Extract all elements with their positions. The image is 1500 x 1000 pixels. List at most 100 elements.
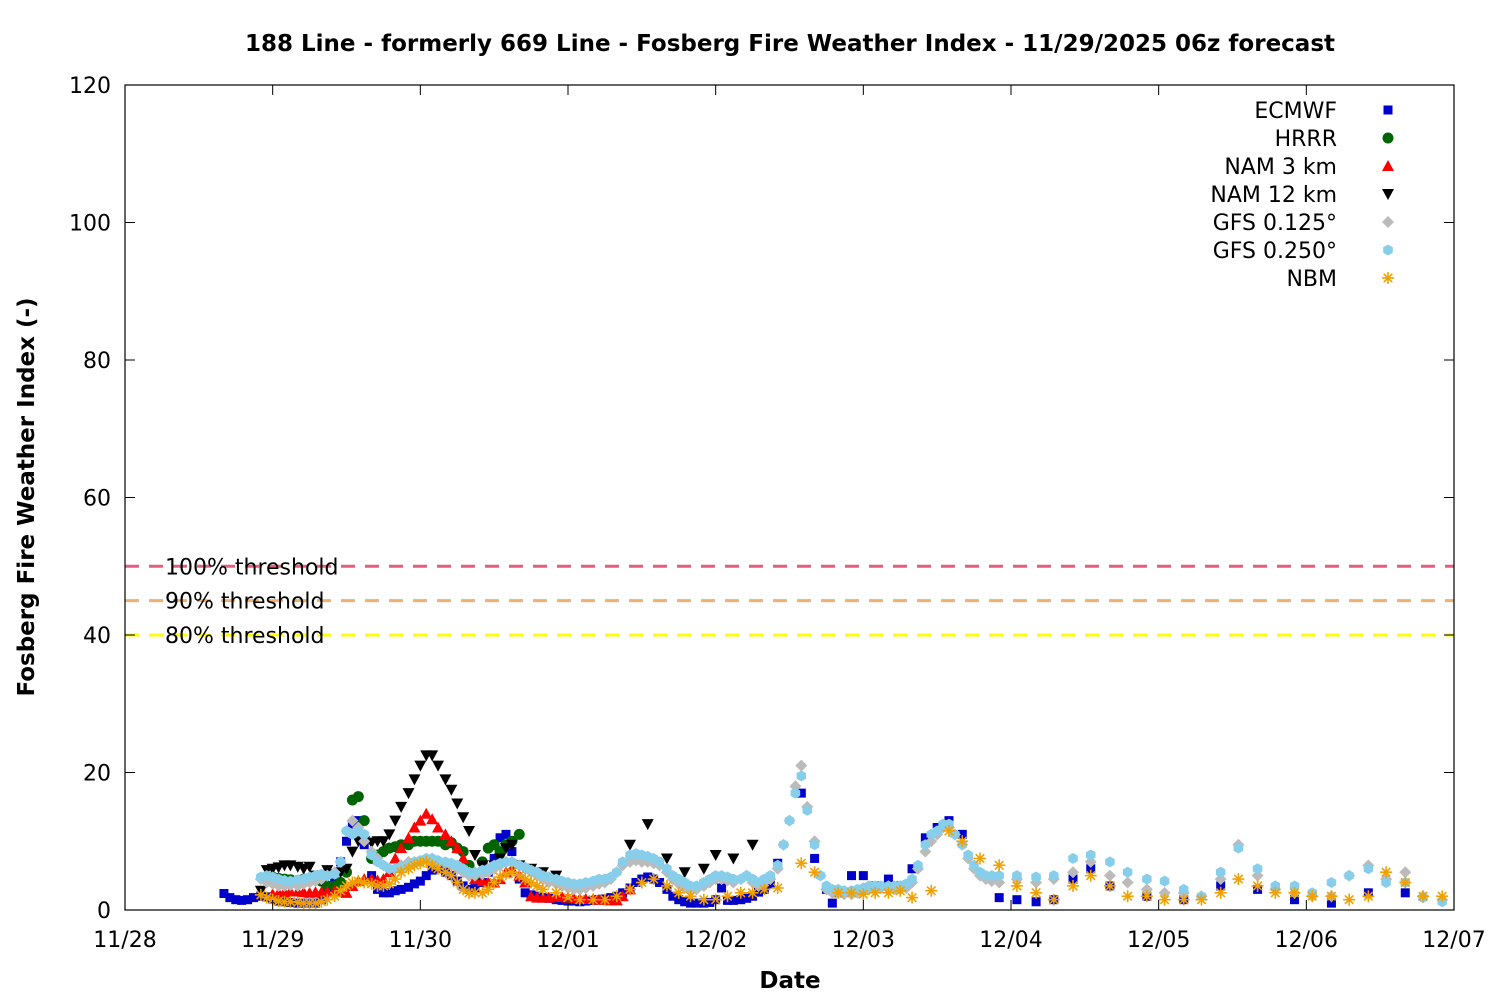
data-point-gfs-0-250	[987, 870, 997, 882]
data-point-ecmwf	[1068, 874, 1078, 884]
data-point-ecmwf	[742, 893, 752, 903]
data-point-nam-12-km	[377, 836, 390, 848]
data-point-nbm	[734, 886, 747, 899]
threshold-lines: 100% threshold 90% threshold 80% threshold	[125, 555, 1454, 649]
data-point-ecmwf	[691, 898, 701, 908]
data-point-nbm	[771, 882, 784, 894]
x-tick-label: 12/06	[1275, 928, 1338, 953]
data-point-nam-3-km	[420, 807, 433, 819]
data-point-hrrr	[513, 828, 525, 840]
data-point-gfs-0-125	[789, 780, 802, 793]
data-point-ecmwf	[237, 895, 247, 905]
data-point-nbm	[573, 893, 586, 906]
data-point-ecmwf	[243, 895, 253, 905]
data-point-gfs-0-250	[944, 818, 954, 830]
data-point-nbm	[1195, 893, 1208, 906]
data-point-nam-12-km	[432, 760, 445, 772]
data-point-nbm	[389, 873, 402, 886]
data-point-nam-12-km	[451, 798, 464, 810]
data-point-nbm	[610, 890, 623, 903]
y-tick-label: 0	[97, 899, 111, 924]
data-point-nbm	[1177, 893, 1190, 906]
data-point-nam-3-km	[439, 828, 452, 840]
x-tick-label: 12/05	[1127, 928, 1190, 953]
data-point-nbm	[635, 876, 648, 889]
data-point-nbm	[562, 891, 574, 904]
data-point-nbm	[1399, 876, 1412, 889]
data-point-gfs-0-250	[1049, 870, 1059, 882]
legend: ECMWF HRRR NAM 3 km NAM 12 km GFS 0.125° GFS …	[1210, 99, 1394, 292]
data-point-hrrr	[352, 791, 364, 803]
x-tick-label: 12/07	[1422, 928, 1485, 953]
data-point-gfs-0-250	[907, 873, 917, 885]
data-point-gfs-0-125	[1121, 876, 1134, 889]
data-point-gfs-0-250	[772, 859, 783, 871]
data-point-nbm	[721, 890, 734, 903]
data-point-ecmwf	[1086, 864, 1096, 874]
legend-marker	[1383, 105, 1393, 115]
data-point-ecmwf	[655, 878, 665, 887]
series-nbm	[254, 824, 1449, 910]
data-point-nam-12-km	[697, 863, 710, 875]
data-point-nam-12-km	[340, 863, 353, 875]
threshold-label: 100% threshold	[165, 555, 339, 580]
data-point-nbm	[1325, 890, 1338, 903]
data-point-gfs-0-250	[1142, 873, 1152, 885]
data-point-nbm	[1251, 879, 1264, 892]
data-point-nbm	[1436, 890, 1449, 903]
data-point-nbm	[973, 852, 986, 865]
data-point-gfs-0-250	[544, 871, 554, 883]
data-point-gfs-0-250	[1068, 852, 1078, 864]
data-point-ecmwf	[994, 893, 1004, 903]
data-point-nam-3-km	[414, 814, 427, 826]
data-point-nam-12-km	[408, 774, 421, 786]
data-point-nbm	[1010, 879, 1023, 892]
data-point-nbm	[758, 883, 771, 896]
data-point-gfs-0-125	[795, 759, 808, 772]
data-point-ecmwf	[378, 888, 388, 898]
data-point-ecmwf	[668, 891, 678, 901]
chart-title: 188 Line - formerly 669 Line - Fosberg F…	[245, 31, 1335, 57]
x-tick-label: 11/28	[93, 928, 156, 953]
legend-marker	[1383, 244, 1393, 256]
data-point-gfs-0-125	[1084, 855, 1097, 868]
data-point-ecmwf	[674, 895, 684, 905]
data-point-ecmwf	[409, 879, 419, 889]
legend-marker	[1382, 160, 1394, 171]
x-axis-label: Date	[759, 968, 820, 994]
data-point-nam-12-km	[624, 839, 637, 851]
data-point-gfs-0-250	[617, 856, 628, 868]
data-point-gfs-0-250	[654, 856, 665, 868]
data-point-nbm	[1121, 890, 1134, 903]
data-point-nbm	[697, 893, 710, 906]
data-point-gfs-0-250	[784, 815, 795, 827]
data-point-nbm	[647, 873, 660, 886]
data-point-nbm	[808, 866, 821, 879]
data-point-nam-3-km	[340, 886, 353, 898]
data-point-gfs-0-250	[322, 870, 333, 882]
data-point-ecmwf	[717, 883, 727, 893]
data-point-nbm	[1047, 893, 1060, 906]
data-point-gfs-0-250	[913, 859, 923, 871]
data-point-nam-12-km	[445, 784, 458, 796]
data-point-ecmwf	[827, 898, 837, 908]
data-point-gfs-0-250	[1012, 870, 1022, 882]
data-point-ecmwf	[342, 836, 351, 846]
data-point-gfs-0-250	[1179, 883, 1189, 895]
data-point-gfs-0-250	[581, 877, 591, 888]
data-point-nbm	[536, 883, 549, 896]
y-tick-label: 80	[83, 349, 111, 374]
data-point-gfs-0-250	[1215, 866, 1226, 878]
data-point-nbm	[894, 884, 907, 897]
data-point-nam-12-km	[426, 750, 439, 762]
data-point-nbm	[1158, 893, 1171, 906]
data-point-gfs-0-250	[1270, 880, 1281, 892]
data-point-ecmwf	[1031, 897, 1041, 907]
data-point-ecmwf	[736, 895, 746, 905]
data-point-gfs-0-250	[994, 870, 1004, 882]
data-point-ecmwf	[415, 876, 425, 886]
data-point-ecmwf	[501, 829, 511, 839]
data-point-nbm	[1214, 886, 1227, 899]
data-point-ecmwf	[231, 895, 241, 905]
